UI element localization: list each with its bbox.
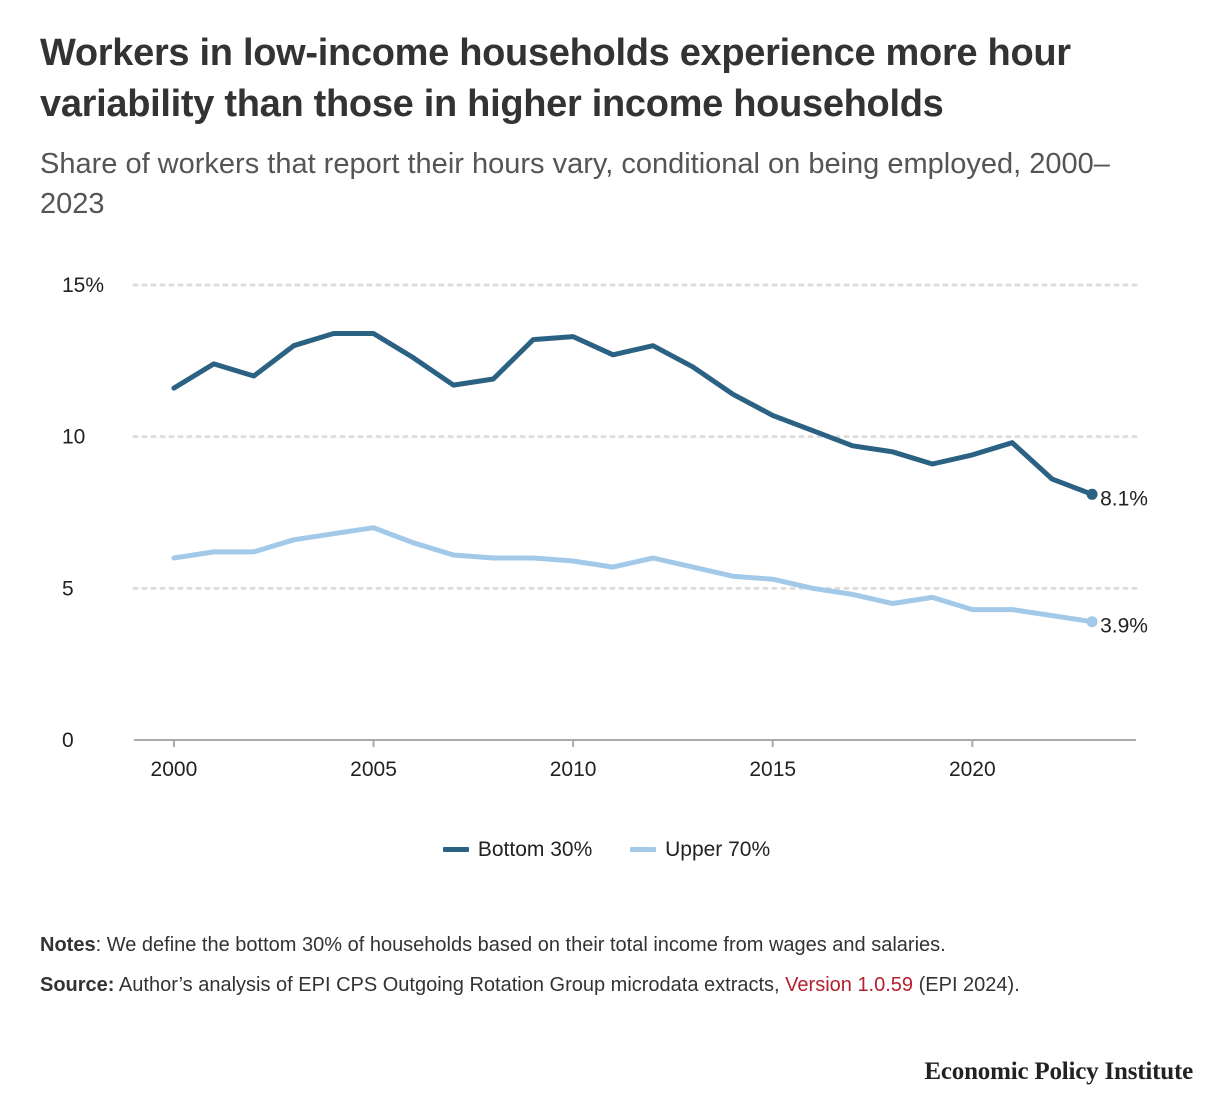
y-tick-label-15: 15% [62,274,104,297]
x-tick-label-2005: 2005 [350,758,397,781]
notes-paragraph: Notes: We define the bottom 30% of house… [40,932,1180,959]
x-tick-label-2010: 2010 [550,758,597,781]
notes-text: : We define the bottom 30% of households… [95,934,946,956]
end-marker-bottom-30 [1086,488,1098,500]
x-tick-label-2015: 2015 [749,758,796,781]
end-marker-upper-70 [1086,616,1098,628]
legend-swatch-bottom-30 [442,847,469,852]
axes: 0 5 10 15% 2000 2005 2010 2015 2020 [62,274,1136,781]
source-label: Source: [40,974,115,996]
y-tick-label-0: 0 [62,729,74,752]
legend-label-upper-70: Upper 70% [665,837,771,861]
x-tick-label-2020: 2020 [949,758,996,781]
y-tick-label-10: 10 [62,426,85,449]
source-version-link[interactable]: Version 1.0.59 [785,974,914,996]
notes-label: Notes [40,934,96,956]
legend-item-bottom-30: Bottom 30% [442,837,593,862]
series-lines [171,331,1098,628]
chart-title: Workers in low-income households experie… [40,32,1071,125]
chart-subtitle: Share of workers that report their hours… [40,148,1110,220]
series-line-upper-70 [171,525,1095,625]
y-tick-label-5: 5 [62,577,74,600]
end-label-bottom-30: 8.1% [1100,487,1148,510]
source-paragraph: Source: Author’s analysis of EPI CPS Out… [40,972,1180,999]
brand-logo-text: Economic Policy Institute [924,1058,1193,1085]
legend-label-bottom-30: Bottom 30% [477,837,593,861]
end-label-upper-70: 3.9% [1100,615,1148,638]
data-labels: 8.1% 3.9% [1100,487,1148,637]
line-chart: 0 5 10 15% 2000 2005 2010 2015 2020 8.1% 3.9% [62,274,1148,781]
notes-section: Notes: We define the bottom 30% of house… [40,932,1180,1012]
legend-swatch-upper-70 [630,847,657,852]
legend-item-upper-70: Upper 70% [630,838,770,862]
source-text: Author’s analysis of EPI CPS Outgoing Ro… [114,974,786,996]
x-tick-label-2000: 2000 [151,758,198,781]
source-tail: (EPI 2024). [913,974,1020,996]
series-line-bottom-30 [171,331,1095,497]
legend: Bottom 30% Upper 70% [0,834,1213,862]
